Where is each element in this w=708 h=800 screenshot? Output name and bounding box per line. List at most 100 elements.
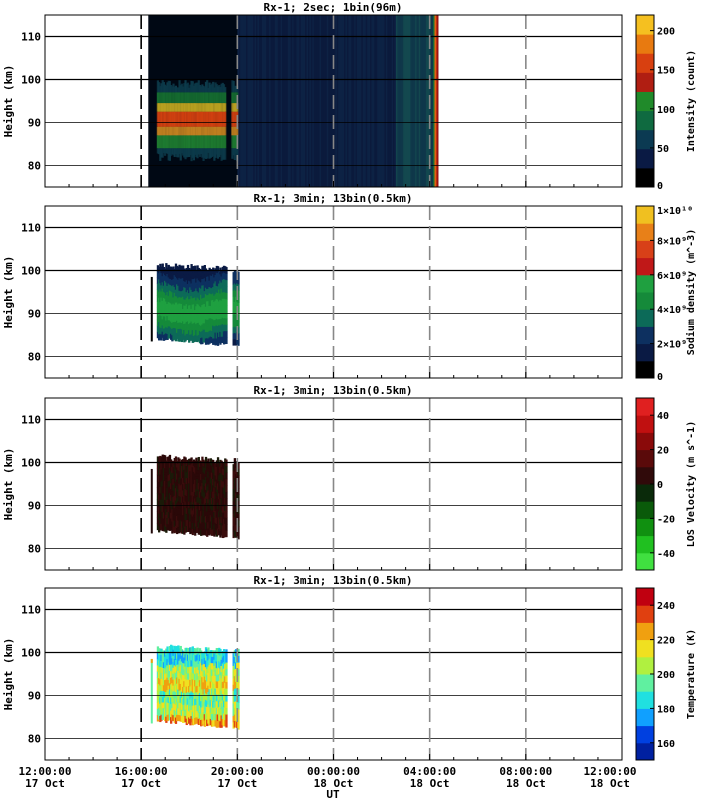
profile-cell xyxy=(209,681,212,688)
profile-cell xyxy=(190,276,193,284)
profile-cell xyxy=(198,312,202,319)
profile-cell xyxy=(186,513,190,521)
profile-cell xyxy=(159,654,162,661)
profile-cell xyxy=(168,670,172,678)
profile-cell xyxy=(237,507,240,514)
profile-cell xyxy=(209,275,212,282)
profile-cell xyxy=(160,714,163,721)
profile-cell xyxy=(200,269,203,277)
profile-cell xyxy=(157,285,161,292)
profile-cell xyxy=(161,713,164,720)
colorbar-tick-label: 4×10⁹ xyxy=(657,305,687,316)
profile-cell xyxy=(180,322,184,330)
intensity-strip xyxy=(346,15,349,187)
profile-cell xyxy=(195,495,198,502)
profile-cell xyxy=(171,298,174,305)
profile-cell xyxy=(196,526,199,533)
x-tick-time: 12:00:00 xyxy=(19,765,72,778)
profile-cell xyxy=(215,647,218,655)
profile-cell xyxy=(156,325,160,333)
profile-cell xyxy=(219,318,222,326)
profile-cell xyxy=(157,701,161,708)
intensity-strip xyxy=(422,15,425,187)
profile-cell xyxy=(194,265,197,273)
profile-cell xyxy=(179,525,182,532)
profile-cell xyxy=(165,654,168,662)
profile-cell xyxy=(212,650,215,657)
profile-cell xyxy=(221,499,225,507)
panel-1-heatmap xyxy=(148,15,439,187)
profile-cell xyxy=(167,480,170,488)
intensity-cell xyxy=(195,148,198,158)
profile-cell xyxy=(225,286,228,293)
profile-cell xyxy=(197,682,200,689)
profile-cell xyxy=(160,660,163,667)
intensity-cell xyxy=(167,135,170,149)
intensity-cell xyxy=(216,148,220,159)
profile-cell xyxy=(165,288,168,296)
profile-cell xyxy=(213,475,216,482)
y-tick-label: 100 xyxy=(21,74,41,87)
intensity-cell xyxy=(210,111,214,127)
profile-cell xyxy=(194,316,197,323)
profile-cell xyxy=(160,654,163,661)
profile-cell xyxy=(177,657,180,665)
profile-cell xyxy=(202,265,205,273)
profile-cell xyxy=(190,302,193,309)
profile-cell xyxy=(213,511,216,519)
profile-cell xyxy=(198,503,202,511)
profile-cell xyxy=(162,667,166,674)
profile-cell xyxy=(172,333,175,341)
profile-cell xyxy=(176,527,179,535)
profile-cell xyxy=(183,657,186,664)
intensity-cell xyxy=(209,103,212,112)
profile-cell xyxy=(218,312,221,320)
profile-cell xyxy=(213,665,216,672)
intensity-strip xyxy=(305,15,308,187)
intensity-strip xyxy=(320,15,323,187)
profile-cell xyxy=(214,475,217,482)
profile-cell xyxy=(191,272,194,280)
profile-cell xyxy=(190,691,193,698)
profile-cell xyxy=(212,478,215,486)
intensity-cell xyxy=(220,111,223,127)
colorbar-segment xyxy=(636,725,654,744)
profile-cell xyxy=(176,515,179,522)
profile-cell xyxy=(204,502,208,510)
profile-cell xyxy=(207,509,210,516)
profile-cell xyxy=(218,647,221,655)
profile-cell xyxy=(210,497,214,505)
profile-cell xyxy=(198,673,202,681)
profile-cell xyxy=(174,462,178,470)
profile-cell xyxy=(202,652,205,659)
profile-cell xyxy=(232,272,235,279)
profile-cell xyxy=(236,338,239,345)
profile-cell xyxy=(237,277,240,285)
intensity-cell xyxy=(190,103,193,112)
profile-cell xyxy=(180,679,184,686)
profile-cell xyxy=(206,719,209,727)
profile-cell xyxy=(218,480,221,488)
profile-cell xyxy=(214,713,217,721)
panel-title: Rx-1; 2sec; 1bin(96m) xyxy=(263,1,402,14)
profile-cell xyxy=(208,462,211,469)
profile-cell xyxy=(216,700,220,708)
intensity-cell xyxy=(180,126,184,136)
profile-cell xyxy=(208,274,211,281)
profile-cell xyxy=(225,694,228,702)
profile-cell xyxy=(192,705,196,713)
intensity-cell xyxy=(212,148,215,157)
intensity-cell xyxy=(231,103,234,112)
profile-cell xyxy=(192,477,196,485)
profile-cell xyxy=(190,709,193,717)
profile-cell xyxy=(178,520,181,528)
profile-cell xyxy=(204,712,208,720)
intensity-cell xyxy=(216,103,220,112)
profile-cell xyxy=(216,521,220,529)
profile-cell xyxy=(191,278,194,286)
intensity-strip xyxy=(295,15,298,187)
profile-cell xyxy=(179,272,182,279)
intensity-cell xyxy=(177,87,180,93)
profile-cell xyxy=(189,310,192,318)
colorbar-tick-label: 1×10¹⁰ xyxy=(657,206,693,217)
